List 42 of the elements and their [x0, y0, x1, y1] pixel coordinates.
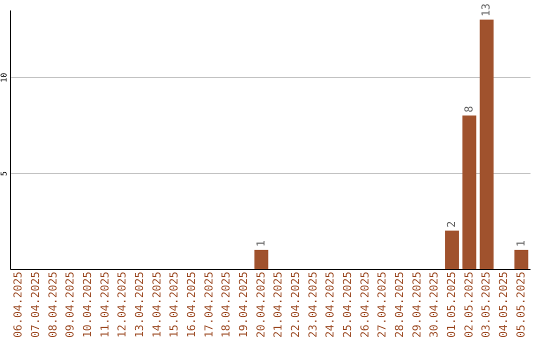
x-tick-label: 03.05.2025: [480, 272, 493, 338]
x-tick-label: 15.04.2025: [168, 272, 181, 338]
x-tick-label: 16.04.2025: [185, 272, 198, 338]
x-tick-label: 17.04.2025: [202, 272, 216, 338]
data-label: 2: [445, 221, 458, 228]
x-tick-label: 02.05.2025: [462, 272, 476, 338]
x-tick-label: 04.05.2025: [497, 272, 510, 338]
x-tick-label: 12.04.2025: [116, 272, 129, 338]
bar: [445, 230, 459, 269]
x-tick-label: 28.04.2025: [393, 272, 406, 338]
x-tick-label: 18.04.2025: [220, 272, 233, 338]
x-tick-label: 20.04.2025: [254, 272, 268, 338]
x-tick-label: 19.04.2025: [237, 272, 250, 338]
bar: [462, 116, 476, 269]
x-tick-label: 05.05.2025: [514, 272, 528, 338]
y-tick-label: 10: [0, 72, 8, 82]
x-tick-label: 30.04.2025: [428, 272, 441, 338]
x-tick-label: 27.04.2025: [376, 272, 389, 338]
x-tick-label: 24.04.2025: [324, 272, 337, 338]
x-tick-label: 09.04.2025: [64, 272, 77, 338]
x-tick-label: 13.04.2025: [133, 272, 146, 338]
x-tick-label: 25.04.2025: [341, 272, 354, 338]
y-tick-label: 5: [0, 170, 8, 176]
data-label: 13: [480, 3, 493, 17]
data-label: 1: [254, 240, 268, 247]
data-label: 8: [462, 106, 476, 113]
x-tick-label: 08.04.2025: [46, 272, 60, 338]
x-tick-label: 26.04.2025: [358, 272, 372, 338]
x-tick-label: 06.04.2025: [12, 272, 25, 338]
bar: [480, 20, 494, 269]
x-tick-label: 23.04.2025: [306, 272, 320, 338]
x-tick-label: 22.04.2025: [289, 272, 302, 338]
x-tick-label: 29.04.2025: [410, 272, 424, 338]
x-tick-label: 01.05.2025: [445, 272, 458, 338]
data-label: 1: [514, 240, 528, 247]
bar: [514, 250, 528, 269]
x-tick-label: 11.04.2025: [98, 272, 112, 338]
bar: [254, 250, 268, 269]
x-tick-label: 21.04.2025: [272, 272, 285, 338]
x-tick-label: 14.04.2025: [150, 272, 164, 338]
x-tick-label: 10.04.2025: [81, 272, 94, 338]
x-tick-label: 07.04.2025: [29, 272, 42, 338]
